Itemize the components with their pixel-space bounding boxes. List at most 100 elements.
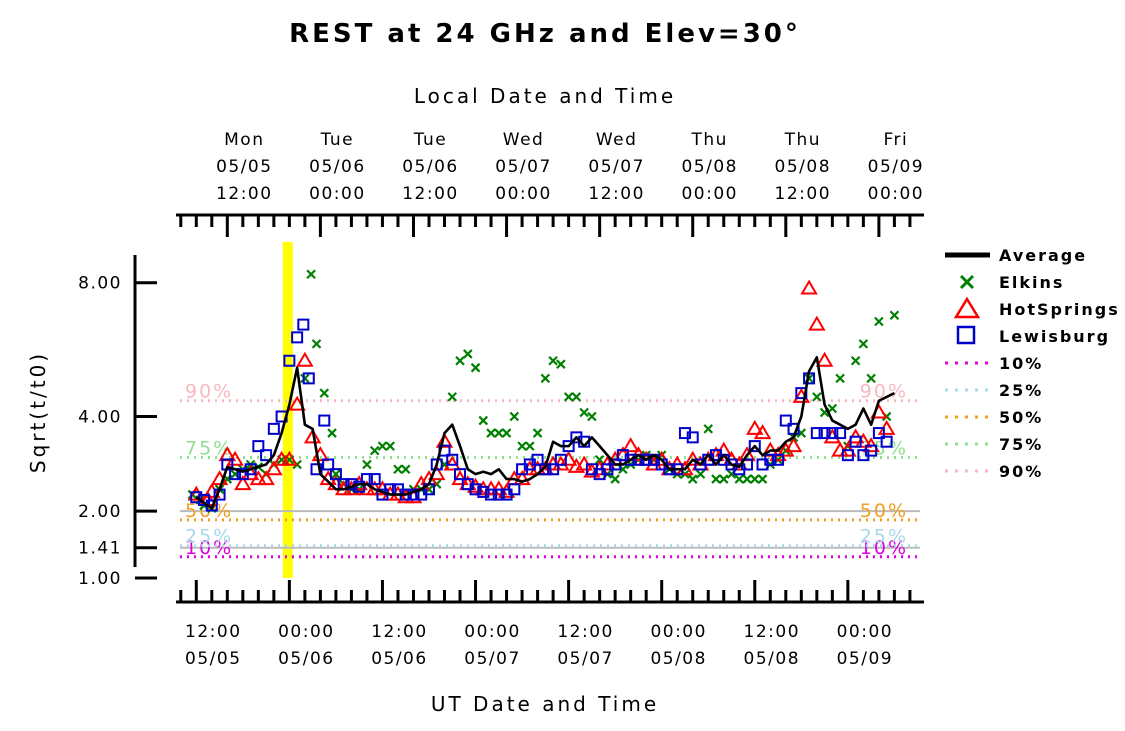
legend-item-5: 25% — [945, 381, 1041, 400]
point-elkins-15 — [300, 373, 310, 384]
bottom-tick-label-7-0: 00:00 — [837, 622, 894, 642]
bottom-tick-label-2-1: 05/06 — [371, 649, 428, 669]
y-tick-label-4: 1.00 — [78, 569, 122, 589]
top-tick-label-2-2: 12:00 — [402, 184, 459, 204]
point-lewisburg-85 — [841, 449, 854, 462]
point-lewisburg-84 — [834, 427, 847, 440]
point-elkins-74 — [750, 474, 760, 484]
point-elkins-41-stroke-b — [494, 428, 504, 438]
point-hotsprings-0 — [187, 485, 206, 501]
point-elkins-57-stroke-b — [618, 464, 628, 475]
point-lewisburg-83 — [826, 427, 839, 440]
percentile-right-label-4: 90% — [860, 381, 908, 403]
top-tick-label-7-0: Fri — [884, 130, 909, 150]
point-hotsprings-39 — [490, 480, 508, 496]
point-hotsprings-42 — [513, 470, 531, 486]
point-elkins-43 — [509, 411, 520, 422]
point-elkins-37-stroke-b — [462, 349, 473, 359]
point-elkins-25 — [369, 445, 380, 456]
point-elkins-44 — [517, 441, 527, 451]
y-tick-label-0: 8.00 — [78, 274, 122, 294]
bottom-tick-label-6-1: 05/08 — [744, 649, 801, 669]
point-elkins-20 — [331, 469, 341, 479]
point-hotsprings-9 — [257, 470, 275, 486]
y-tick-label-1: 4.00 — [78, 408, 122, 428]
point-hotsprings-13 — [288, 395, 306, 411]
point-lewisburg-19 — [329, 468, 342, 481]
point-hotsprings-15 — [303, 428, 322, 444]
point-elkins-85 — [835, 373, 845, 384]
bottom-tick-label-0-1: 05/05 — [185, 649, 242, 669]
point-elkins-47 — [540, 373, 551, 384]
chart-title: REST at 24 GHz and Elev=30° — [289, 19, 801, 49]
point-elkins-74-stroke-b — [750, 474, 760, 484]
point-elkins-40 — [486, 428, 496, 438]
point-lewisburg-14 — [297, 318, 310, 331]
point-elkins-20-stroke-b — [331, 469, 341, 479]
point-lewisburg-15 — [302, 372, 315, 385]
point-elkins-26 — [377, 441, 388, 451]
top-tick-label-0-0: Mon — [224, 130, 264, 150]
point-lewisburg-48 — [554, 453, 567, 466]
point-hotsprings-33 — [443, 455, 462, 471]
series-lewisburg — [190, 318, 893, 512]
point-elkins-73-stroke-b — [742, 474, 752, 484]
percentile-right-label-2: 50% — [860, 500, 908, 522]
point-lewisburg-76 — [772, 453, 785, 466]
point-hotsprings-76 — [777, 441, 795, 457]
point-lewisburg-35 — [454, 468, 467, 481]
legend-label-8: 90% — [999, 462, 1043, 481]
point-hotsprings-73 — [753, 424, 772, 440]
bottom-tick-label-1-1: 05/06 — [278, 649, 335, 669]
point-lewisburg-12 — [283, 354, 296, 367]
point-elkins-19-stroke-b — [327, 428, 337, 438]
point-elkins-51 — [571, 392, 582, 402]
point-elkins-35-stroke-b — [447, 392, 458, 402]
point-elkins-39-stroke-b — [478, 415, 489, 426]
point-elkins-87 — [850, 355, 861, 366]
bottom-tick-label-6-0: 12:00 — [744, 622, 801, 642]
top-tick-label-3-1: 05/07 — [495, 157, 552, 177]
point-lewisburg-59 — [640, 453, 653, 466]
point-lewisburg-47 — [547, 463, 560, 476]
point-lewisburg-13 — [291, 331, 304, 344]
series-average — [195, 356, 895, 510]
top-tick-label-4-0: Wed — [596, 130, 638, 150]
percentile-left-label-3: 75% — [185, 437, 233, 459]
bottom-tick-label-2-0: 12:00 — [371, 622, 428, 642]
point-lewisburg-34 — [446, 453, 459, 466]
y-tick-label-2: 2.00 — [78, 502, 122, 522]
point-hotsprings-77 — [784, 437, 803, 453]
point-elkins-82 — [812, 392, 822, 402]
point-elkins-28 — [393, 464, 403, 475]
point-lewisburg-57 — [624, 453, 637, 466]
point-elkins-40-stroke-b — [486, 428, 496, 438]
point-hotsprings-32 — [435, 432, 454, 448]
point-elkins-56 — [610, 474, 620, 484]
point-lewisburg-0 — [190, 491, 203, 504]
point-elkins-53 — [587, 411, 597, 422]
top-tick-label-1-1: 05/06 — [309, 157, 366, 177]
series-layer — [187, 269, 900, 514]
point-hotsprings-79 — [800, 279, 818, 295]
series-elkins — [187, 269, 900, 514]
percentile-right-label-3: 75% — [860, 437, 908, 459]
point-elkins-51-stroke-b — [571, 392, 582, 402]
bottom-tick-label-7-1: 05/09 — [837, 649, 894, 669]
top-tick-label-5-1: 05/08 — [681, 157, 738, 177]
point-elkins-27-stroke-b — [385, 441, 395, 451]
point-elkins-48-stroke-b — [548, 355, 558, 366]
legend-item-2: HotSprings — [953, 296, 1118, 319]
point-elkins-68-stroke-b — [703, 424, 714, 434]
point-elkins-90-stroke-b — [874, 316, 884, 327]
legend-item-3: Lewisburg — [956, 325, 1108, 346]
legend-item-0: Average — [945, 246, 1085, 265]
bottom-tick-label-4-0: 12:00 — [557, 622, 614, 642]
point-elkins-47-stroke-b — [540, 373, 551, 384]
point-elkins-18-stroke-b — [319, 388, 330, 398]
point-elkins-41 — [494, 428, 504, 438]
bottom-axis-title: UT Date and Time — [431, 692, 659, 716]
bottom-tick-label-3-0: 00:00 — [464, 622, 521, 642]
top-tick-label-2-0: Tue — [413, 130, 448, 150]
